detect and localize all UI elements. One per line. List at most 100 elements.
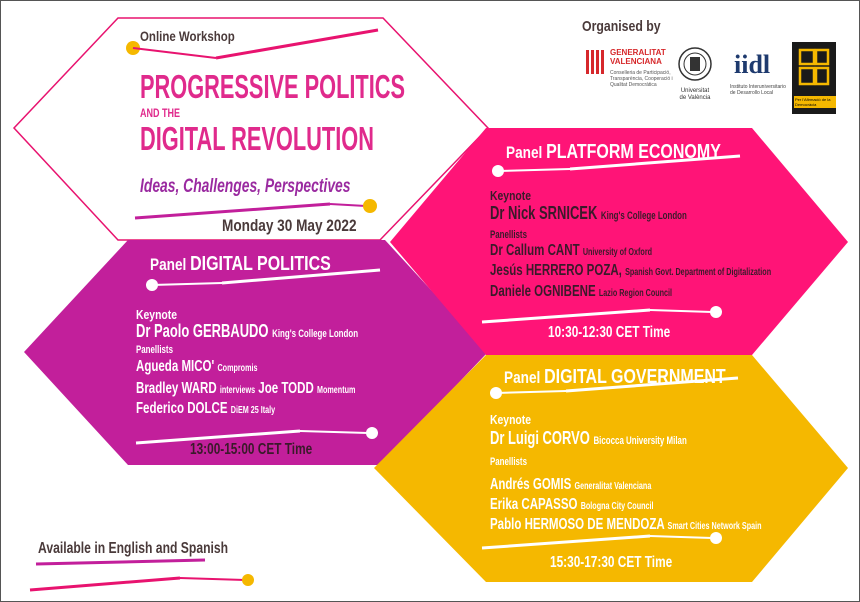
pe-panellist-3: Daniele OGNIBENE Lazio Region Council <box>490 283 743 301</box>
pe-decor-line-bottom-2 <box>649 309 713 313</box>
pe-p3-name: Daniele OGNIBENE <box>490 283 596 300</box>
digital-politics-hexagon <box>24 240 488 465</box>
pe-panellist-1: Dr Callum CANT University of Oxford <box>490 242 715 260</box>
dg-panellist-1: Andrés GOMIS Generalitat Valenciana <box>490 476 714 494</box>
pe-decor-dot-bottom <box>710 306 722 318</box>
dp-heading-prefix: Panel <box>150 255 187 274</box>
platform-economy-hexagon <box>390 128 848 355</box>
pe-heading-prefix: Panel <box>506 143 543 162</box>
dg-p2-name: Erika CAPASSO <box>490 496 578 513</box>
dg-p1-name: Andrés GOMIS <box>490 476 572 493</box>
title-line-1: PROGRESSIVE POLITICS <box>140 68 406 105</box>
dp-p2-name2: Joe TODD <box>258 380 314 397</box>
university-seal-icon <box>678 47 712 81</box>
pe-p3-affil: Lazio Region Council <box>598 288 673 299</box>
dp-keynote-affil: King's College London <box>272 328 359 340</box>
dp-p1-affil: Compromis <box>217 363 258 374</box>
footer-decor-line-2 <box>29 576 181 592</box>
title-decor-line-top-2 <box>132 47 217 59</box>
pe-decor-line-top-2 <box>569 154 741 171</box>
pabp-logo: Per l'Afirmació de la Democràcia <box>792 42 836 114</box>
dp-heading-title: DIGITAL POLITICS <box>190 253 331 275</box>
event-date: Monday 30 May 2022 <box>222 216 357 235</box>
dp-panellist-2: Bradley WARD interviews Joe TODD Momentu… <box>136 380 441 398</box>
footer-decor-line-3 <box>179 577 246 581</box>
dg-keynote-affil: Bicocca University Milan <box>593 435 687 447</box>
dg-decor-dot-bottom <box>710 532 722 544</box>
footer-decor-dot <box>242 574 254 586</box>
pe-time: 10:30-12:30 CET Time <box>548 324 671 341</box>
universitat-logo: Universitat de València <box>672 44 718 114</box>
iidl-subtitle: Instituto Interuniversitario de Desarrol… <box>730 84 786 96</box>
generalitat-name: GENERALITAT VALENCIANA <box>610 48 666 66</box>
title-line-2: AND THE <box>140 106 181 120</box>
pe-p2-name: Jesús HERRERO POZA, <box>490 262 622 279</box>
pe-p2-affil: Spanish Govt. Department of Digitalizati… <box>625 267 772 278</box>
dg-panellist-3: Pablo HERMOSO DE MENDOZA Smart Cities Ne… <box>490 516 860 534</box>
title-decor-line-bottom <box>134 202 331 220</box>
dp-keynote-label: Keynote <box>136 307 178 322</box>
dg-p1-affil: Generalitat Valenciana <box>574 481 652 492</box>
dp-p3-name: Federico DOLCE <box>136 400 228 417</box>
pabp-emblem-icon <box>798 48 830 86</box>
dg-heading-title: DIGITAL GOVERNMENT <box>544 366 726 388</box>
dg-keynote-row: Dr Luigi CORVO Bicocca University Milan <box>490 428 763 449</box>
digital-government-hexagon <box>374 355 848 582</box>
online-workshop-label: Online Workshop <box>140 28 235 44</box>
dg-keynote-name: Dr Luigi CORVO <box>490 428 590 448</box>
pe-p1-affil: University of Oxford <box>582 247 653 258</box>
iidl-wordmark: iidl <box>734 50 771 79</box>
dp-panellist-1: Agueda MICO' Compromis <box>136 358 305 376</box>
dg-decor-line-top <box>495 390 567 394</box>
dg-p2-affil: Bologna City Council <box>580 501 654 512</box>
dp-p1-name: Agueda MICO' <box>136 358 215 375</box>
dg-decor-line-bottom-2 <box>649 535 713 539</box>
dp-decor-line-top <box>151 282 223 286</box>
pe-keynote-name: Dr Nick SRNICEK <box>490 203 598 223</box>
dp-decor-line-bottom-2 <box>299 430 369 434</box>
dp-p2-affil: Momentum <box>316 385 356 396</box>
dp-panellists-label: Panellists <box>136 344 173 356</box>
subtitle: Ideas, Challenges, Perspectives <box>140 176 351 197</box>
generalitat-subtitle: Conselleria de Participació, Transparènc… <box>610 70 673 88</box>
dp-p3-affil: DiEM 25 Italy <box>230 405 276 416</box>
dp-keynote-name: Dr Paolo GERBAUDO <box>136 321 269 341</box>
pe-keynote-affil: King's College London <box>600 210 687 222</box>
dg-p3-affil: Smart Cities Network Spain <box>667 521 762 532</box>
organised-by-label: Organised by <box>582 18 661 35</box>
dp-keynote-row: Dr Paolo GERBAUDO King's College London <box>136 321 444 342</box>
dg-decor-line-bottom <box>481 534 651 550</box>
dp-p2-mid: interviews <box>219 385 256 396</box>
dg-decor-line-top-2 <box>565 376 739 393</box>
dg-panellist-2: Erika CAPASSO Bologna City Council <box>490 496 717 514</box>
dp-decor-line-bottom <box>135 429 301 445</box>
title-decor-line-bottom-2 <box>329 203 367 207</box>
pe-decor-line-top <box>497 168 571 172</box>
pe-heading-title: PLATFORM ECONOMY <box>546 141 721 163</box>
pe-panellists-label: Panellists <box>490 229 527 241</box>
generalitat-emblem-icon <box>584 48 606 78</box>
generalitat-logo: GENERALITAT VALENCIANA Conselleria de Pa… <box>582 42 673 114</box>
dg-time: 15:30-17:30 CET Time <box>550 554 673 571</box>
languages-note: Available in English and Spanish <box>38 540 229 557</box>
dg-heading: Panel DIGITAL GOVERNMENT <box>504 366 781 389</box>
pe-decor-line-bottom <box>481 308 651 324</box>
dp-decor-line-top-2 <box>221 268 381 285</box>
pe-heading: Panel PLATFORM ECONOMY <box>506 141 775 164</box>
dg-keynote-label: Keynote <box>490 412 532 427</box>
dg-p3-name: Pablo HERMOSO DE MENDOZA <box>490 516 665 533</box>
dg-heading-prefix: Panel <box>504 368 541 387</box>
pe-panellist-2: Jesús HERRERO POZA, Spanish Govt. Depart… <box>490 262 860 280</box>
universitat-name: Universitat de València <box>679 88 711 101</box>
pe-p1-name: Dr Callum CANT <box>490 242 580 259</box>
dp-time: 13:00-15:00 CET Time <box>190 441 313 458</box>
title-decor-line-top <box>215 28 379 60</box>
footer-decor-line <box>35 558 206 566</box>
dg-panellists-label: Panellists <box>490 456 527 468</box>
dp-p2-name: Bradley WARD <box>136 380 217 397</box>
pabp-subtitle: Per l'Afirmació de la Democràcia <box>794 96 836 108</box>
title-decor-dot-bottom <box>363 199 377 213</box>
dp-heading: Panel DIGITAL POLITICS <box>150 253 376 276</box>
